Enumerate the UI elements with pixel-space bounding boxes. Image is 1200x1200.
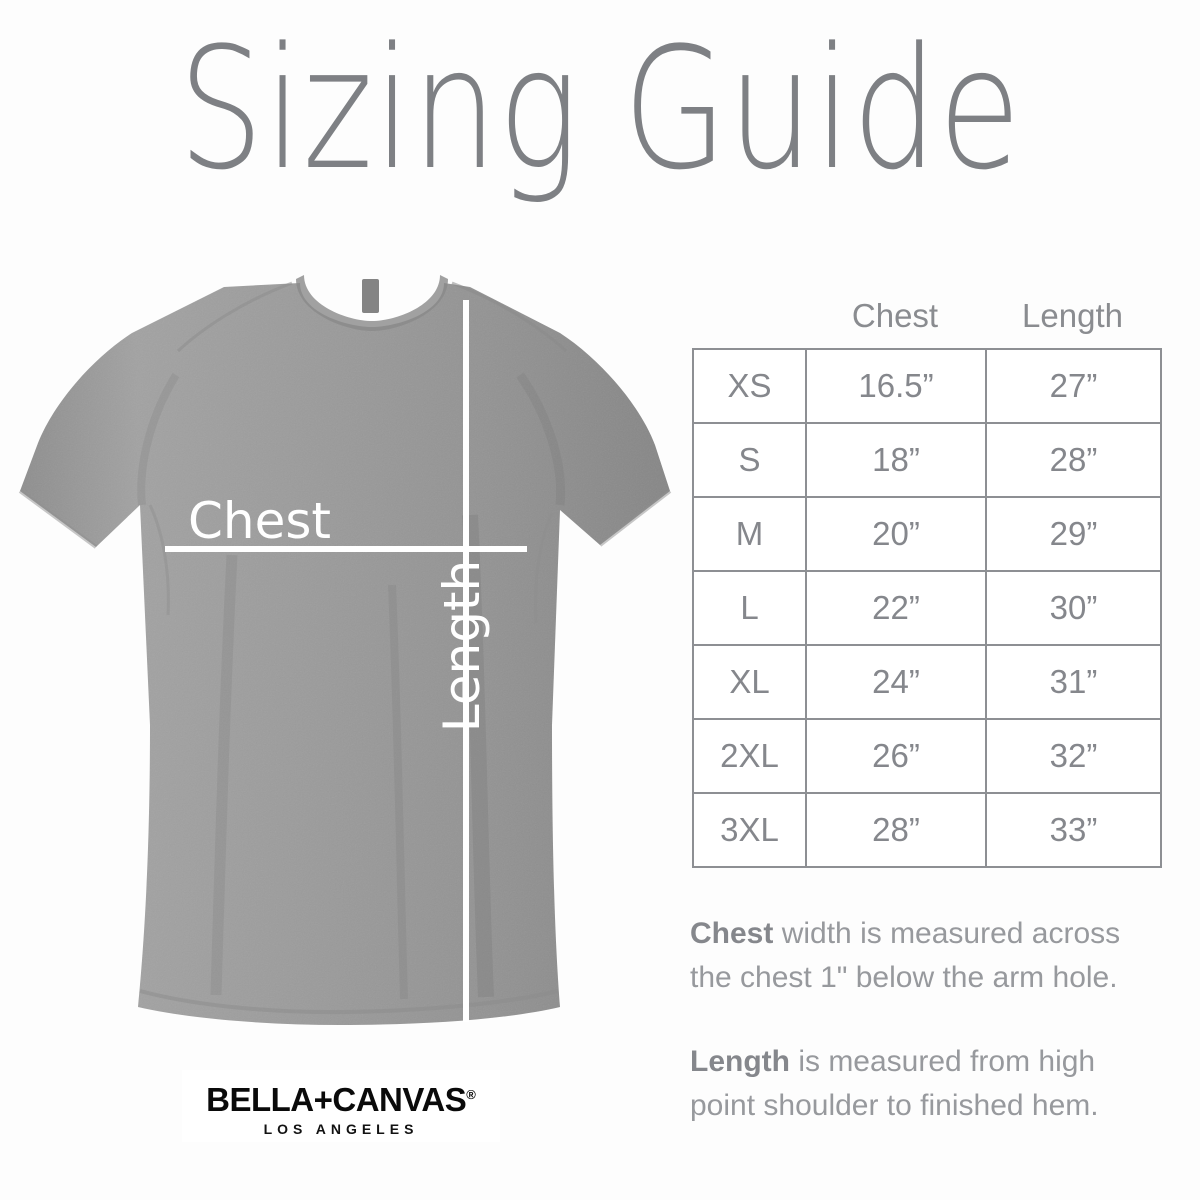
cell-length: 32” bbox=[985, 718, 1162, 794]
cuff-right bbox=[598, 489, 672, 547]
cell-chest: 20” bbox=[805, 496, 987, 572]
length-measure-label: Length bbox=[433, 559, 491, 733]
cell-chest: 24” bbox=[805, 644, 987, 720]
note-chest: Chest width is measured across the chest… bbox=[690, 912, 1160, 1000]
table-row: XS 16.5” 27” bbox=[692, 348, 1162, 424]
table-row: XL 24” 31” bbox=[692, 644, 1162, 720]
note-length: Length is measured from high point shoul… bbox=[690, 1040, 1160, 1128]
fabric-shading bbox=[137, 372, 566, 1000]
cell-chest: 16.5” bbox=[805, 348, 987, 424]
shoulder-seam-right bbox=[451, 281, 568, 353]
table-column-headers: Chest Length bbox=[692, 296, 1160, 340]
registered-trademark-icon: ® bbox=[466, 1087, 476, 1102]
cell-size: S bbox=[692, 422, 807, 498]
brand-name-wordmark: BELLA+CANVAS® bbox=[182, 1070, 500, 1120]
tshirt-svg bbox=[18, 275, 672, 1025]
cell-length: 29” bbox=[985, 496, 1162, 572]
armhole-left bbox=[148, 504, 170, 616]
note-chest-term: Chest bbox=[690, 917, 774, 950]
header-chest: Chest bbox=[851, 297, 939, 334]
table-row: S 18” 28” bbox=[692, 422, 1162, 498]
cell-length: 31” bbox=[985, 644, 1162, 720]
tshirt-collar bbox=[296, 275, 448, 331]
bottom-hem bbox=[139, 989, 559, 1015]
cell-length: 33” bbox=[985, 792, 1162, 868]
size-chart-table: XS 16.5” 27” S 18” 28” M 20” 29” L 22” 3… bbox=[692, 348, 1162, 868]
page-title: Sizing Guide bbox=[178, 11, 1022, 207]
armhole-right bbox=[534, 512, 554, 624]
tshirt-illustration bbox=[0, 255, 680, 1045]
cell-size: 2XL bbox=[692, 718, 807, 794]
note-length-text: is measured from high point shoulder to … bbox=[690, 1045, 1099, 1122]
brand-city: LOS ANGELES bbox=[263, 1121, 419, 1137]
table-row: L 22” 30” bbox=[692, 570, 1162, 646]
tshirt-body-shape bbox=[20, 283, 670, 1025]
brand-logo: BELLA+CANVAS® LOS ANGELES bbox=[182, 1070, 500, 1142]
cell-chest: 28” bbox=[805, 792, 987, 868]
table-row: M 20” 29” bbox=[692, 496, 1162, 572]
cell-size: XS bbox=[692, 348, 807, 424]
cell-chest: 18” bbox=[805, 422, 987, 498]
cell-length: 30” bbox=[985, 570, 1162, 646]
cell-length: 27” bbox=[985, 348, 1162, 424]
chest-measure-label: Chest bbox=[188, 492, 332, 550]
brand-name-text: BELLA+CANVAS bbox=[206, 1081, 467, 1118]
length-measure-line bbox=[463, 300, 469, 1022]
cell-chest: 26” bbox=[805, 718, 987, 794]
neck-label bbox=[362, 279, 379, 313]
header-length: Length bbox=[1022, 297, 1123, 334]
cuff-left bbox=[18, 489, 98, 549]
table-row: 3XL 28” 33” bbox=[692, 792, 1162, 868]
cell-length: 28” bbox=[985, 422, 1162, 498]
cell-size: 3XL bbox=[692, 792, 807, 868]
shoulder-seam-left bbox=[176, 281, 293, 353]
cell-size: M bbox=[692, 496, 807, 572]
cell-chest: 22” bbox=[805, 570, 987, 646]
note-length-term: Length bbox=[690, 1045, 790, 1078]
cell-size: XL bbox=[692, 644, 807, 720]
table-row: 2XL 26” 32” bbox=[692, 718, 1162, 794]
chest-measure-line bbox=[165, 546, 527, 552]
note-chest-text: width is measured across the chest 1" be… bbox=[690, 917, 1121, 994]
cell-size: L bbox=[692, 570, 807, 646]
